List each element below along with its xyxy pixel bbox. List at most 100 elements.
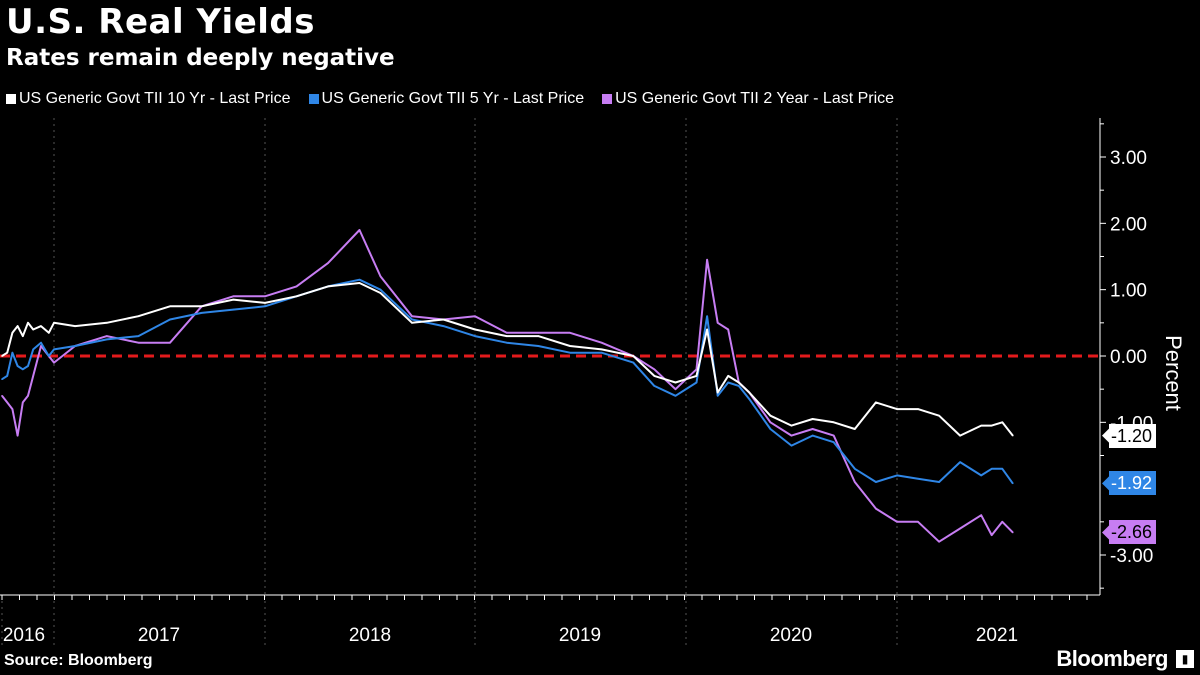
- series-point-2: [600, 341, 603, 344]
- series-point-0: [295, 295, 298, 298]
- legend-label-tii10: US Generic Govt TII 10 Yr - Last Price: [19, 90, 291, 107]
- series-point-2: [980, 514, 982, 516]
- legend-item-tii2: US Generic Govt TII 2 Year - Last Price: [602, 90, 894, 108]
- x-tick-label: 2019: [559, 625, 601, 646]
- series-point-2: [379, 275, 382, 278]
- series-point-1: [716, 395, 719, 397]
- series-point-2: [769, 421, 772, 424]
- series-point-2: [537, 331, 540, 334]
- legend-item-tii5: US Generic Govt TII 5 Yr - Last Price: [308, 90, 584, 108]
- series-point-1: [379, 288, 382, 291]
- series-point-1: [706, 315, 708, 318]
- series-point-2: [706, 259, 708, 261]
- series-point-1: [16, 365, 19, 367]
- series-point-1: [264, 305, 266, 308]
- series-point-1: [137, 335, 140, 337]
- series-point-1: [1001, 467, 1004, 470]
- series-point-1: [358, 278, 361, 281]
- series-point-0: [53, 322, 55, 324]
- x-tick-label: 2018: [349, 625, 391, 646]
- series-point-0: [569, 345, 571, 347]
- legend-swatch-tii10: [6, 94, 16, 104]
- series-point-1: [632, 361, 635, 364]
- series-point-2: [137, 341, 140, 344]
- series-point-0: [737, 381, 740, 384]
- series-point-0: [105, 322, 108, 324]
- series-point-1: [105, 338, 108, 341]
- series-point-1: [32, 348, 34, 351]
- y-tick-label: 0.00: [1110, 347, 1147, 368]
- series-point-1: [811, 434, 814, 437]
- series-point-0: [980, 424, 982, 427]
- series-point-0: [716, 391, 719, 394]
- series-point-0: [200, 305, 203, 308]
- series-point-0: [264, 302, 266, 304]
- series-point-1: [200, 312, 203, 314]
- series-point-0: [959, 434, 961, 437]
- series-point-1: [442, 325, 445, 327]
- series-point-2: [959, 527, 961, 530]
- series-point-0: [16, 325, 19, 327]
- series-point-0: [6, 351, 8, 354]
- series-point-0: [832, 421, 835, 424]
- series-point-0: [169, 305, 171, 308]
- series-point-1: [938, 481, 940, 483]
- series-point-1: [6, 375, 8, 377]
- series-point-1: [1, 378, 3, 381]
- series-line-2: [1, 229, 1014, 543]
- series-point-0: [917, 408, 919, 410]
- series-point-2: [105, 335, 108, 337]
- series-point-0: [48, 331, 50, 334]
- series-point-2: [32, 375, 34, 377]
- series-point-1: [74, 345, 76, 347]
- series-point-1: [790, 444, 793, 447]
- series-point-0: [358, 282, 361, 284]
- series-point-1: [674, 395, 677, 397]
- series-point-0: [674, 381, 677, 384]
- series-point-0: [1001, 421, 1004, 424]
- series-point-0: [769, 414, 772, 417]
- series-point-0: [327, 285, 329, 288]
- bloomberg-mark-icon: ▮: [1176, 650, 1194, 668]
- series-point-1: [769, 428, 772, 430]
- series-point-0: [40, 325, 42, 327]
- x-tick-label: 2016: [3, 625, 45, 646]
- series-point-0: [854, 428, 856, 430]
- series-point-0: [1, 355, 3, 357]
- series-point-0: [22, 335, 24, 337]
- series-point-2: [264, 295, 266, 298]
- series-point-1: [505, 341, 508, 344]
- series-line-1: [1, 278, 1014, 484]
- series-point-2: [40, 345, 42, 347]
- series-point-1: [917, 477, 919, 480]
- x-tick-label: 2020: [770, 625, 812, 646]
- series-point-0: [379, 292, 382, 294]
- series-point-2: [295, 285, 298, 288]
- series-point-0: [896, 408, 898, 410]
- series-point-0: [11, 331, 14, 334]
- series-point-2: [505, 331, 508, 334]
- series-point-1: [1011, 482, 1014, 485]
- series-point-0: [32, 328, 34, 331]
- chart-subtitle: Rates remain deeply negative: [6, 45, 395, 71]
- series-point-2: [653, 368, 656, 371]
- series-point-0: [137, 315, 140, 318]
- series-point-2: [16, 434, 19, 437]
- series-point-2: [1011, 531, 1014, 534]
- last-value-tag-tii5: -1.92: [1109, 471, 1157, 496]
- series-point-1: [537, 345, 540, 347]
- y-tick-label: 1.00: [1110, 281, 1147, 302]
- series-point-0: [790, 424, 793, 427]
- y-axis-label: Percent: [1160, 335, 1186, 411]
- series-point-1: [990, 467, 993, 470]
- series-point-2: [22, 401, 24, 404]
- series-point-2: [854, 481, 856, 483]
- y-tick-label: 2.00: [1110, 214, 1147, 235]
- series-point-1: [48, 355, 50, 357]
- series-point-2: [232, 295, 235, 298]
- series-point-1: [695, 381, 698, 384]
- series-point-0: [811, 418, 814, 420]
- series-point-2: [790, 434, 793, 437]
- series-point-0: [695, 375, 698, 377]
- series-point-0: [748, 391, 751, 394]
